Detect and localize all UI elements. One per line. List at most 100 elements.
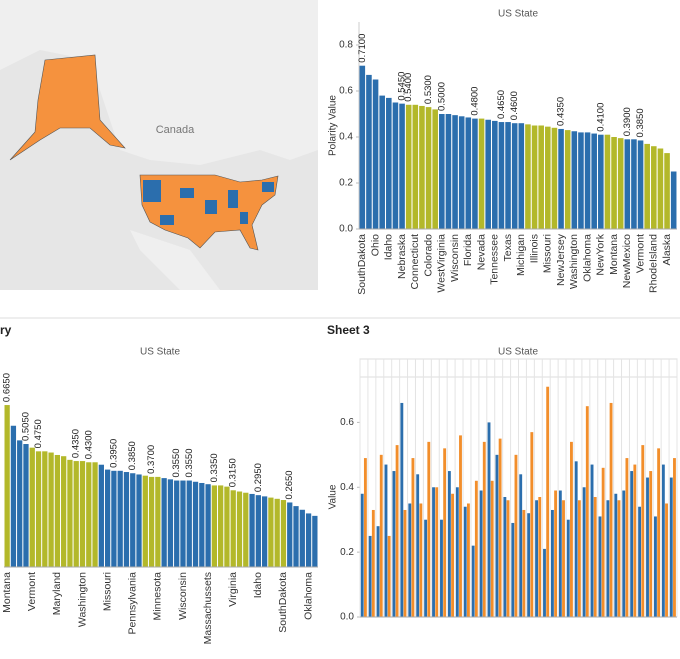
- bar: [546, 386, 550, 617]
- bar: [142, 475, 148, 567]
- value-label: 0.4350: [556, 97, 567, 126]
- x-tick-label: Maryland: [51, 572, 63, 615]
- bar: [511, 522, 515, 617]
- bar: [518, 123, 525, 229]
- bar: [368, 535, 372, 617]
- bar: [601, 467, 605, 617]
- bar: [522, 509, 526, 617]
- state: [160, 215, 174, 225]
- bar: [638, 506, 642, 617]
- value-label: 0.3850: [635, 108, 646, 137]
- bar: [299, 509, 305, 567]
- bar: [360, 493, 364, 617]
- bar: [366, 74, 372, 230]
- x-tick-label: Nevada: [475, 234, 487, 270]
- bar: [492, 120, 498, 229]
- x-tick-label: NewJersey: [555, 233, 567, 286]
- x-tick-label: Massachussets: [202, 572, 214, 644]
- x-tick-label: NewMexico: [621, 234, 633, 288]
- bar: [582, 487, 586, 617]
- value-label: 0.4600: [509, 91, 520, 120]
- bar: [538, 497, 542, 617]
- bar: [503, 497, 507, 617]
- bar: [287, 502, 293, 567]
- bar: [633, 464, 637, 617]
- bar: [649, 471, 653, 617]
- bar: [657, 148, 664, 229]
- bar: [606, 500, 610, 617]
- x-tick-label: Wisconsin: [177, 572, 189, 620]
- bar: [574, 461, 578, 617]
- bar: [654, 516, 657, 617]
- value-label: 0.5300: [423, 75, 434, 104]
- bar: [236, 491, 243, 567]
- x-tick-label: Tennessee: [489, 234, 501, 285]
- bar: [665, 503, 668, 617]
- bar: [590, 464, 594, 617]
- bar: [205, 484, 211, 567]
- bar: [485, 119, 491, 229]
- bar: [630, 471, 634, 617]
- chart-title: US State: [140, 347, 180, 358]
- bar: [268, 497, 274, 567]
- bar: [673, 458, 676, 617]
- sheet-header: Sheet 3: [327, 323, 370, 337]
- bar: [371, 509, 375, 617]
- bar: [525, 124, 531, 229]
- bar: [471, 545, 475, 617]
- bar: [584, 132, 591, 229]
- bar: [363, 458, 367, 617]
- x-tick-label: Wisconsin: [449, 234, 461, 282]
- bar: [155, 476, 161, 567]
- bar: [498, 438, 502, 617]
- x-tick-label: Connecticut: [409, 234, 421, 290]
- x-tick-label: Idaho: [252, 572, 264, 598]
- bar: [554, 490, 558, 617]
- x-tick-label: WestVirginia: [436, 234, 448, 293]
- bar: [562, 500, 565, 617]
- value-label: 0.3150: [228, 458, 239, 487]
- bar: [174, 480, 180, 567]
- bar: [519, 474, 523, 617]
- value-label: 0.2650: [284, 470, 295, 499]
- bar: [459, 435, 462, 617]
- bar: [570, 441, 573, 617]
- bar: [455, 487, 459, 617]
- bar: [617, 138, 624, 229]
- bar: [186, 480, 192, 567]
- bar: [372, 79, 379, 229]
- bar: [435, 487, 439, 617]
- bar: [274, 498, 280, 567]
- bar: [463, 506, 467, 617]
- bar: [48, 452, 54, 567]
- bar: [651, 146, 657, 229]
- value-label: 0.5400: [403, 73, 414, 102]
- bar: [443, 448, 447, 617]
- value-label: 0.5450: [397, 72, 408, 101]
- bar: [624, 139, 631, 229]
- bar: [661, 464, 665, 617]
- bar: [392, 102, 399, 229]
- x-tick-label: Ohio: [369, 234, 381, 256]
- bar: [180, 480, 186, 567]
- bar: [400, 402, 404, 617]
- bar: [199, 482, 205, 567]
- x-tick-label: Vermont: [26, 572, 38, 611]
- x-tick-label: Michigan: [515, 234, 527, 276]
- value-label: 0.3700: [146, 445, 157, 474]
- x-tick-label: Oklahoma: [302, 572, 314, 620]
- y-tick-label: 0.0: [339, 224, 353, 235]
- y-axis-title: Polarity Value: [328, 95, 339, 156]
- bar: [305, 513, 312, 567]
- value-label: 0.3850: [127, 441, 138, 470]
- bar: [664, 153, 670, 229]
- x-tick-label: Washington: [568, 234, 580, 289]
- x-tick-label: Oklahoma: [581, 234, 593, 282]
- bar: [617, 500, 621, 617]
- y-tick-label: 0.6: [339, 86, 353, 97]
- x-tick-label: RhodeIsland: [648, 234, 660, 293]
- bar: [403, 509, 407, 617]
- bar: [379, 454, 383, 617]
- bar: [419, 503, 423, 617]
- bar: [604, 134, 611, 229]
